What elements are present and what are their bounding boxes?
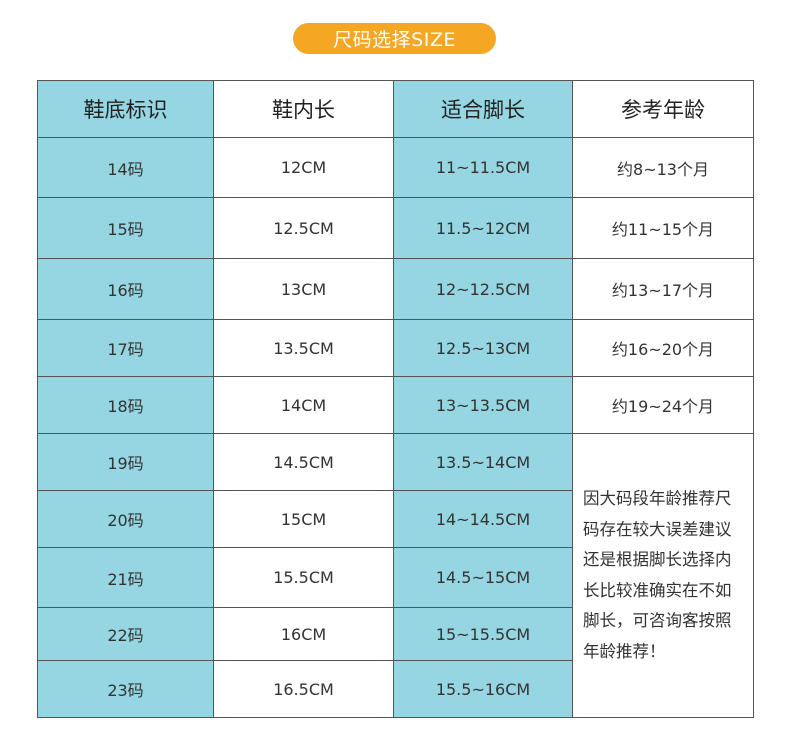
size-cell: 18码	[37, 376, 214, 434]
foot-length-cell: 15.5~16CM	[393, 660, 573, 718]
inner-length-cell: 15CM	[213, 490, 394, 548]
age-note-cell: 因大码段年龄推荐尺码存在较大误差建议还是根据脚长选择内长比较准确实在不如脚长，可…	[572, 433, 754, 718]
foot-length-cell: 13.5~14CM	[393, 433, 573, 491]
table-row: 23码 16.5CM 15.5~16CM	[37, 660, 754, 718]
table-row: 16码 13CM 12~12.5CM 约13~17个月	[37, 258, 754, 320]
header-inner-length: 鞋内长	[213, 80, 394, 138]
foot-length-cell: 14.5~15CM	[393, 547, 573, 608]
table-row: 22码 16CM 15~15.5CM	[37, 607, 754, 661]
foot-length-cell: 11~11.5CM	[393, 137, 573, 198]
size-chart-table: 鞋底标识 鞋内长 适合脚长 参考年龄 14码 12CM 11~11.5CM 约8~13…	[37, 80, 754, 718]
size-cell: 17码	[37, 319, 214, 377]
foot-length-cell: 12.5~13CM	[393, 319, 573, 377]
table-row: 19码 14.5CM 13.5~14CM 因大码段年龄推荐尺码存在较大误差建议还是根据…	[37, 433, 754, 718]
age-cell: 约19~24个月	[572, 376, 754, 434]
foot-length-cell: 11.5~12CM	[393, 197, 573, 259]
inner-length-cell: 16.5CM	[213, 660, 394, 718]
inner-length-cell: 12CM	[213, 137, 394, 198]
header-sole-mark: 鞋底标识	[37, 80, 214, 138]
size-cell: 23码	[37, 660, 214, 718]
foot-length-cell: 13~13.5CM	[393, 376, 573, 434]
table-row: 14码 12CM 11~11.5CM 约8~13个月	[37, 137, 754, 198]
size-cell: 15码	[37, 197, 214, 259]
foot-length-cell: 12~12.5CM	[393, 258, 573, 320]
table-row: 17码 13.5CM 12.5~13CM 约16~20个月	[37, 319, 754, 377]
inner-length-cell: 13.5CM	[213, 319, 394, 377]
age-cell: 约8~13个月	[572, 137, 754, 198]
header-age: 参考年龄	[572, 80, 754, 138]
age-cell: 约13~17个月	[572, 258, 754, 320]
size-cell: 20码	[37, 490, 214, 548]
table-row: 20码 15CM 14~14.5CM	[37, 490, 754, 548]
size-cell: 16码	[37, 258, 214, 320]
size-cell: 14码	[37, 137, 214, 198]
inner-length-cell: 13CM	[213, 258, 394, 320]
table-header-row: 鞋底标识 鞋内长 适合脚长 参考年龄	[37, 80, 754, 138]
inner-length-cell: 16CM	[213, 607, 394, 661]
size-cell: 21码	[37, 547, 214, 608]
age-cell: 约11~15个月	[572, 197, 754, 259]
foot-length-cell: 14~14.5CM	[393, 490, 573, 548]
foot-length-cell: 15~15.5CM	[393, 607, 573, 661]
size-cell: 22码	[37, 607, 214, 661]
inner-length-cell: 14.5CM	[213, 433, 394, 491]
size-cell: 19码	[37, 433, 214, 491]
header-foot-length: 适合脚长	[393, 80, 573, 138]
title-badge: 尺码选择SIZE	[293, 23, 496, 54]
inner-length-cell: 15.5CM	[213, 547, 394, 608]
age-cell: 约16~20个月	[572, 319, 754, 377]
inner-length-cell: 12.5CM	[213, 197, 394, 259]
table-row: 15码 12.5CM 11.5~12CM 约11~15个月	[37, 197, 754, 259]
table-row: 21码 15.5CM 14.5~15CM	[37, 547, 754, 608]
table-row: 18码 14CM 13~13.5CM 约19~24个月	[37, 376, 754, 434]
inner-length-cell: 14CM	[213, 376, 394, 434]
